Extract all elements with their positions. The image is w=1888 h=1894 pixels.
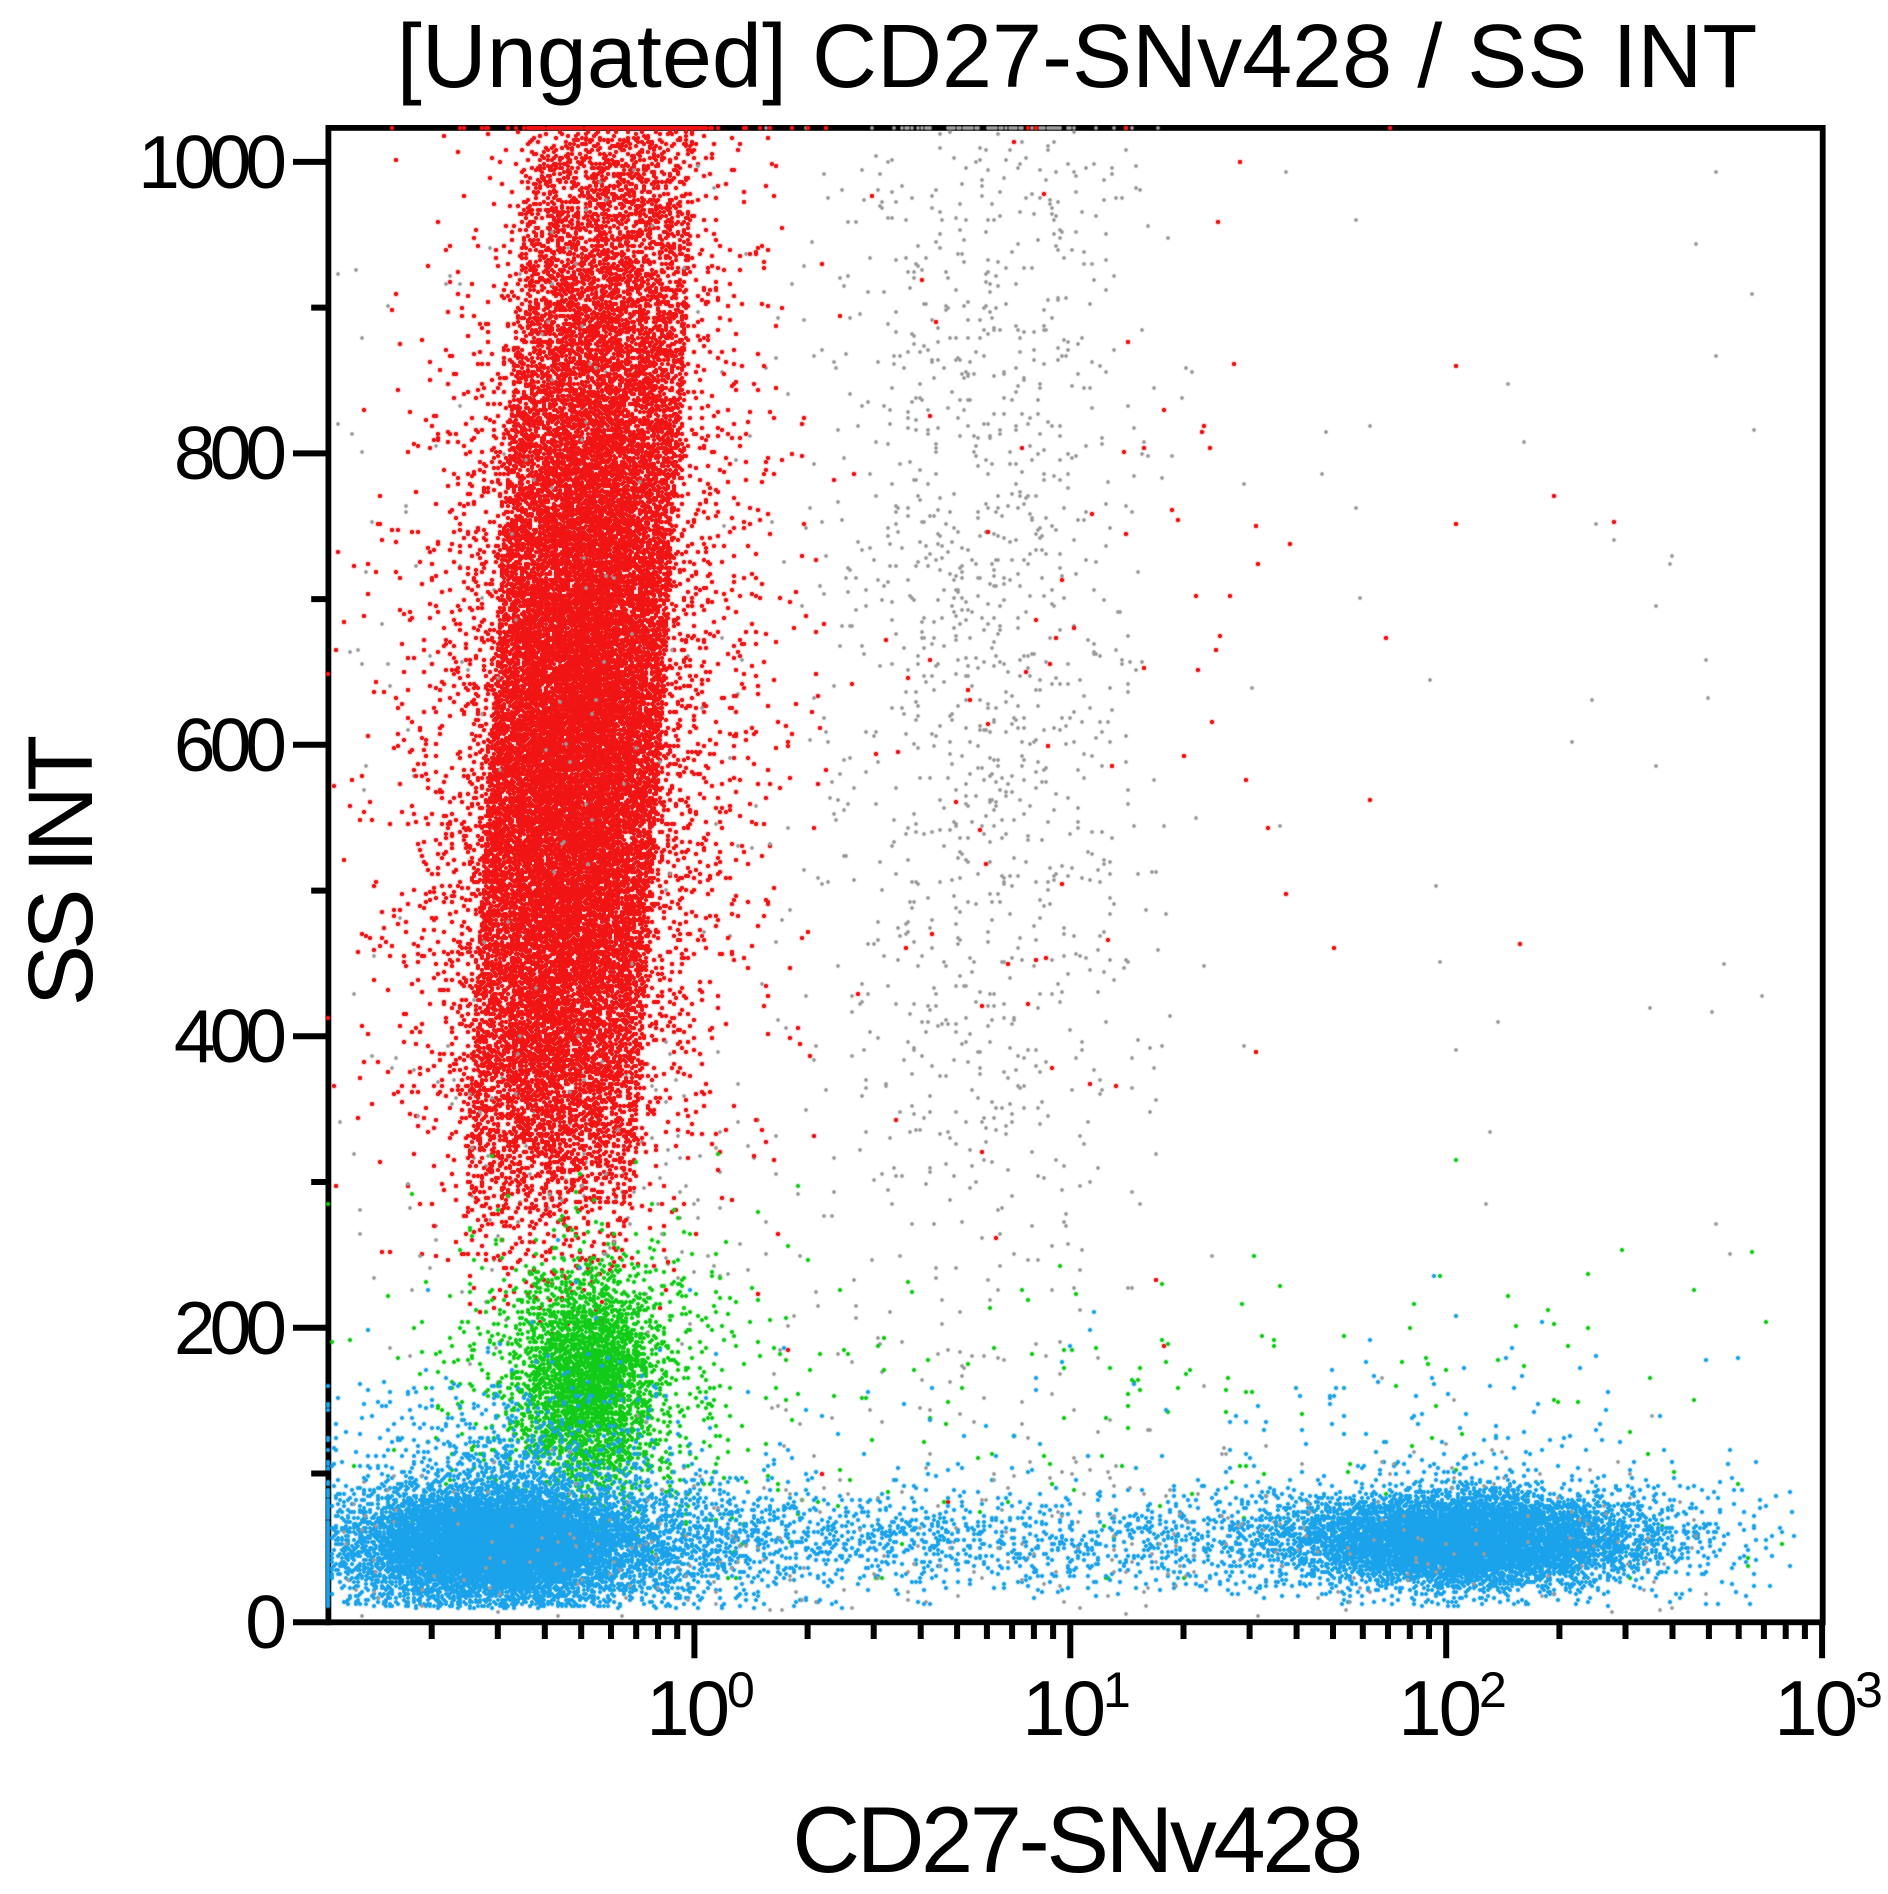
svg-text:CD27-SNv428: CD27-SNv428 bbox=[792, 1787, 1360, 1892]
svg-text:400: 400 bbox=[174, 994, 284, 1078]
svg-text:600: 600 bbox=[174, 703, 284, 787]
svg-text:[Ungated] CD27-SNv428 / SS INT: [Ungated] CD27-SNv428 / SS INT bbox=[397, 7, 1758, 107]
svg-text:200: 200 bbox=[174, 1286, 284, 1370]
svg-text:0: 0 bbox=[245, 1580, 284, 1664]
svg-text:800: 800 bbox=[174, 411, 284, 495]
svg-text:1000: 1000 bbox=[138, 120, 284, 204]
svg-text:103: 103 bbox=[1774, 1662, 1881, 1752]
svg-text:SS INT: SS INT bbox=[10, 736, 112, 1006]
